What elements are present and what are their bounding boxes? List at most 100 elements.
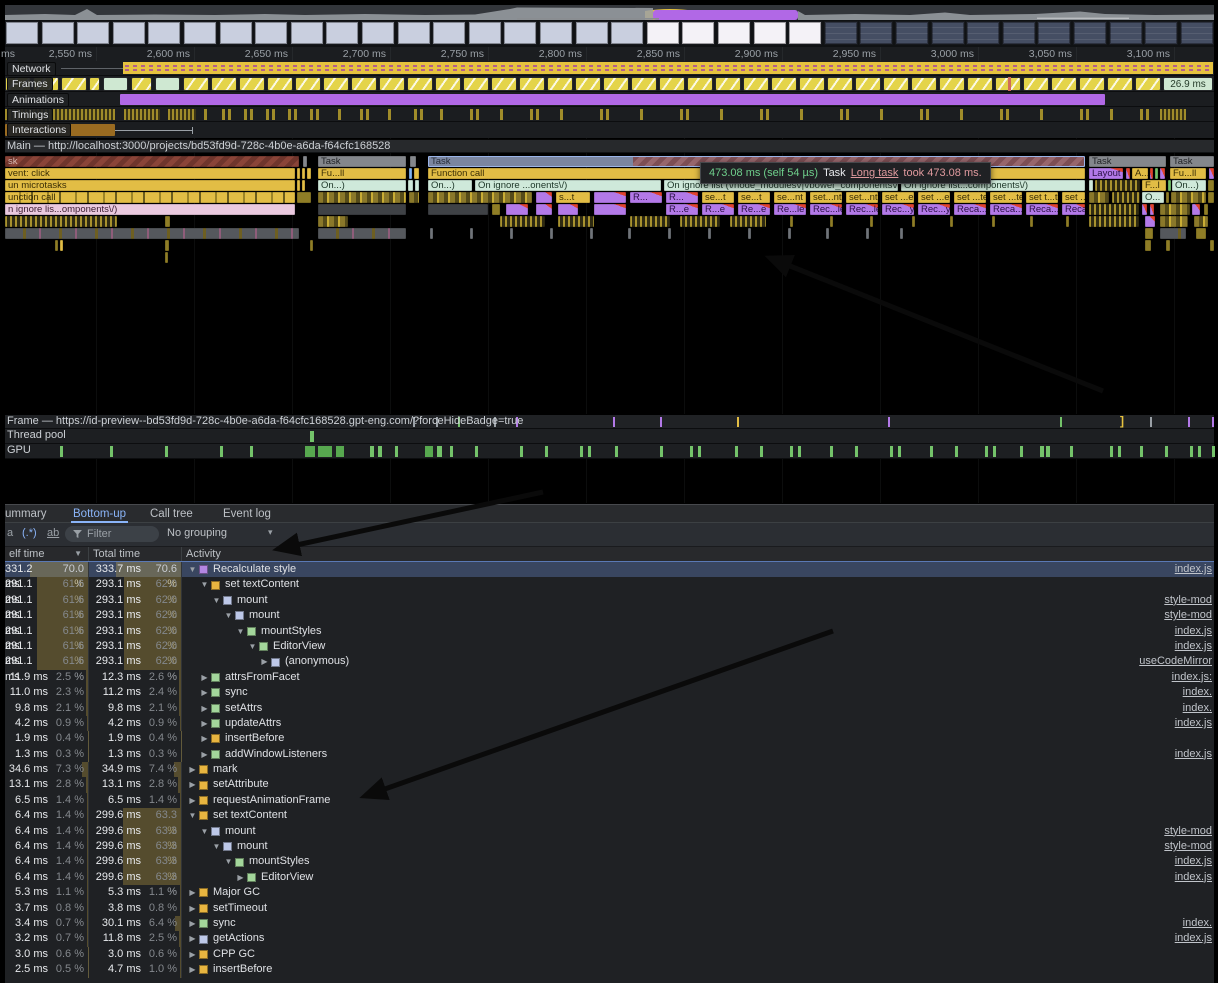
frame-chip[interactable] (463, 77, 489, 91)
table-row[interactable]: 13.1 ms 2.8 % 13.1 ms 2.8 % ▶ setAttribute (5, 777, 1214, 793)
flame-segment[interactable] (1208, 192, 1214, 203)
source-link[interactable]: index.js (1174, 855, 1212, 868)
flame-chip[interactable]: A... (1132, 168, 1148, 179)
flame-segment[interactable] (708, 228, 711, 239)
flame-chip[interactable]: On ignore list (\/node_modules\/|\/bower… (664, 180, 898, 191)
frame-chip[interactable] (1023, 77, 1049, 91)
animations-track[interactable]: Animations (5, 92, 1214, 107)
table-row[interactable]: 1.9 ms 0.4 % 1.9 ms 0.4 % ▶ insertBefore (5, 731, 1214, 747)
filmstrip-thumbnail[interactable] (753, 21, 787, 45)
flame-segment[interactable] (788, 228, 791, 239)
filmstrip-thumbnail[interactable] (966, 21, 1000, 45)
flame-segment[interactable] (730, 216, 766, 227)
flame-segment[interactable] (307, 168, 311, 179)
frame-chip[interactable] (603, 77, 629, 91)
flame-chip[interactable]: Reca...tyle (1026, 204, 1058, 215)
flame-segment[interactable] (415, 180, 419, 191)
flame-chip[interactable]: se...nt (774, 192, 806, 203)
table-row[interactable]: 291.1 ms 61.6 % 293.1 ms 62.0 % ▶ (anonymous)… (5, 654, 1214, 683)
table-row[interactable]: 9.8 ms 2.1 % 9.8 ms 2.1 % ▶ setAttrs index. (5, 700, 1214, 716)
source-link[interactable]: index.js (1174, 563, 1212, 575)
frame-chip[interactable] (103, 77, 128, 91)
flame-segment[interactable] (1194, 216, 1208, 227)
frame-chip[interactable] (547, 77, 573, 91)
filmstrip-thumbnail[interactable] (254, 21, 288, 45)
table-row[interactable]: 6.4 ms 1.4 % 299.6 ms 63.3 % ▼ mount style-mod (5, 839, 1214, 867)
flame-segment[interactable] (1150, 168, 1153, 179)
timings-track[interactable]: Timings (5, 107, 1214, 122)
flame-segment[interactable] (1208, 180, 1214, 191)
flame-segment[interactable] (1126, 168, 1130, 179)
table-row[interactable]: 6.5 ms 1.4 % 6.5 ms 1.4 % ▶ requestAnimationF… (5, 792, 1214, 809)
frame-chip[interactable] (267, 77, 293, 91)
flame-segment[interactable] (558, 216, 594, 227)
flame-segment[interactable] (866, 228, 869, 239)
network-requests-bar[interactable] (123, 62, 1213, 74)
flame-segment[interactable] (414, 168, 419, 179)
match-whole-word-icon[interactable]: ab (47, 527, 60, 539)
frame-chip[interactable] (883, 77, 909, 91)
flame-segment[interactable] (1160, 168, 1165, 179)
flame-chip[interactable]: On...) (1172, 180, 1206, 191)
interactions-track[interactable]: Interactions (5, 122, 1214, 138)
flame-segment[interactable] (680, 216, 720, 227)
filmstrip-thumbnail[interactable] (468, 21, 502, 45)
flame-chip[interactable]: F...l (1142, 180, 1166, 191)
flame-segment[interactable] (1168, 180, 1171, 191)
flame-chip[interactable]: unction call (5, 192, 295, 203)
long-task-link[interactable]: Long task (850, 167, 899, 179)
flame-segment[interactable] (1166, 192, 1169, 203)
source-link[interactable]: style-mod (1164, 609, 1212, 622)
collapse-caret-icon[interactable]: ▼ (248, 641, 257, 651)
filmstrip-thumbnail[interactable] (717, 21, 751, 45)
flame-segment[interactable] (1160, 204, 1190, 215)
frame-chip[interactable] (687, 77, 713, 91)
tab-call-tree[interactable]: Call tree (150, 508, 193, 520)
flame-segment[interactable] (165, 252, 168, 263)
filmstrip-thumbnail[interactable] (575, 21, 609, 45)
animation-bar[interactable] (120, 94, 1105, 105)
filmstrip-thumbnail[interactable] (76, 21, 110, 45)
frame-chip[interactable] (743, 77, 769, 91)
collapse-caret-icon[interactable]: ▼ (224, 857, 233, 867)
frame-chip[interactable] (89, 77, 100, 91)
frame-chip[interactable] (799, 77, 825, 91)
thread-pool-track[interactable]: Thread pool (5, 429, 1214, 444)
filmstrip-thumbnail[interactable] (432, 21, 466, 45)
filmstrip-thumbnail[interactable] (1144, 21, 1178, 45)
source-link[interactable]: index.js (1174, 870, 1212, 883)
filmstrip-thumbnail[interactable] (325, 21, 359, 45)
flame-segment[interactable] (408, 180, 413, 191)
frame-chip[interactable] (1107, 77, 1133, 91)
animations-track-label[interactable]: Animations (7, 93, 69, 107)
flame-chip[interactable]: set ...tent (1062, 192, 1085, 203)
flame-segment[interactable] (1089, 216, 1139, 227)
flame-segment[interactable] (302, 180, 305, 191)
interactions-track-label[interactable]: Interactions (7, 123, 72, 137)
expand-caret-icon[interactable]: ▶ (189, 795, 196, 805)
flame-segment[interactable] (430, 228, 433, 239)
flame-segment[interactable] (1145, 240, 1151, 251)
flame-chip[interactable]: set...nt (810, 192, 842, 203)
frame-chip[interactable] (771, 77, 797, 91)
table-row[interactable]: 291.1 ms 61.6 % 293.1 ms 62.0 % ▼ mount style-… (5, 608, 1214, 637)
flame-chip[interactable]: On...) (428, 180, 472, 191)
filmstrip-thumbnail[interactable] (610, 21, 644, 45)
frame-chip[interactable] (211, 77, 237, 91)
flame-segment[interactable] (428, 192, 532, 203)
flame-segment[interactable] (992, 216, 995, 227)
expand-caret-icon[interactable]: ▶ (201, 688, 208, 698)
flame-chip[interactable]: set ...tent (990, 192, 1022, 203)
flame-chip[interactable]: Task (318, 156, 406, 167)
flame-segment[interactable] (550, 228, 553, 239)
frame-chip[interactable] (295, 77, 321, 91)
frame-chip[interactable] (61, 77, 87, 91)
filmstrip-thumbnail[interactable] (219, 21, 253, 45)
column-header-total-time[interactable]: Total time (89, 547, 182, 561)
flame-chip[interactable]: Fu...ll (318, 168, 406, 179)
source-link[interactable]: index.js (1174, 624, 1212, 637)
table-row[interactable]: 291.1 ms 61.6 % 293.1 ms 62.0 % ▼ EditorView i… (5, 638, 1214, 667)
flame-chip[interactable]: Re...e (738, 204, 770, 215)
frame-chip[interactable] (1135, 77, 1161, 91)
flame-segment[interactable] (590, 228, 593, 239)
